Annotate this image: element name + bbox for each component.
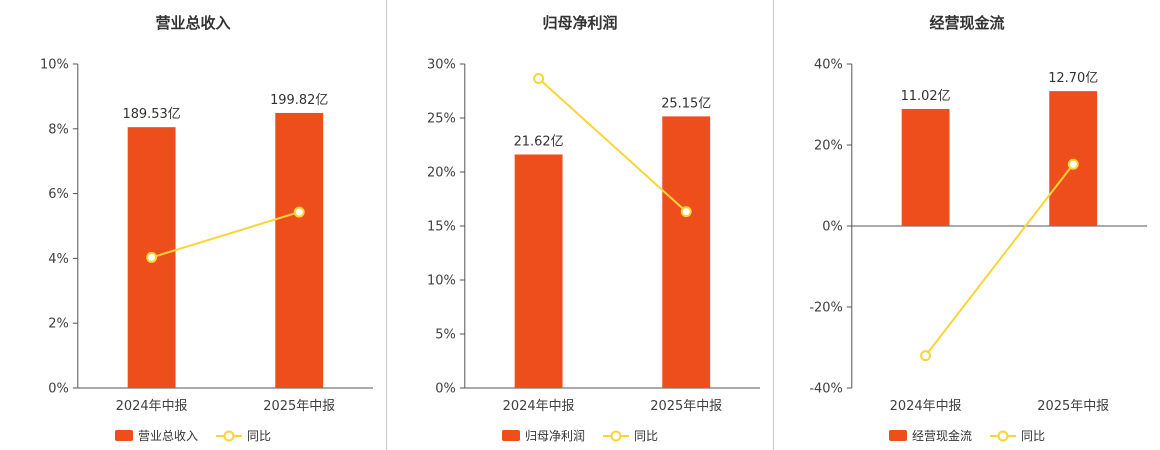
y-tick-label: 5% [435,327,456,342]
yoy-line-marker[interactable] [293,206,305,218]
yoy-line-marker[interactable] [680,206,692,218]
chart-title-cashflow: 经营现金流 [929,14,1005,32]
chart-title-revenue: 营业总收入 [155,14,231,32]
bar-value-label: 189.53亿 [122,107,180,122]
chart-plot-cashflow: -40% -20% 0% 20% 40% 11.02亿 2024年中报 12.70亿 2025年… [809,57,1148,414]
legend-line-label: 同比 [1021,429,1046,443]
legend-item-bar-series[interactable]: 归母净利润 [501,427,585,444]
bar-series-swatch-icon [114,430,133,441]
bar-2025年中报[interactable] [1049,91,1098,226]
y-tick-label: 8% [48,122,69,137]
y-tick-label: 20% [814,138,843,153]
legend-bar-label: 归母净利润 [524,429,585,443]
line-series-swatch-icon [216,430,242,441]
x-category-label: 2025年中报 [263,399,335,414]
chart-legend-net-profit: 归母净利润 同比 [387,427,773,444]
y-tick-label: 30% [427,57,456,72]
legend-line-label: 同比 [247,429,272,443]
y-tick-label: 40% [814,57,843,72]
y-tick-label: 4% [48,252,69,267]
bar-value-label: 199.82亿 [270,93,328,108]
legend-item-bar-series[interactable]: 营业总收入 [114,427,198,444]
y-tick-label: 15% [427,219,456,234]
yoy-line [151,211,300,259]
x-category-label: 2025年中报 [650,399,722,414]
bar-2025年中报[interactable] [662,116,711,388]
yoy-line-marker[interactable] [1067,158,1079,170]
bar-value-label: 21.62亿 [514,134,564,149]
chart-title-net-profit: 归母净利润 [542,14,618,32]
bar-value-label: 11.02亿 [901,89,951,104]
chart-panel-revenue: 营业总收入 0% 2% 4% 6% 8% 10% 189.53亿 2024年中报 199.82亿… [0,0,386,450]
legend-item-line-series[interactable]: 同比 [603,427,658,444]
y-tick-label: 0% [48,381,69,396]
y-tick-label: 6% [48,187,69,202]
y-tick-label: -40% [809,381,842,396]
y-tick-label: -20% [809,300,842,315]
x-category-label: 2024年中报 [890,399,962,414]
line-series-swatch-icon [603,430,629,441]
yoy-line-marker[interactable] [920,350,932,362]
legend-item-line-series[interactable]: 同比 [216,427,271,444]
y-tick-label: 10% [427,273,456,288]
yoy-line-marker[interactable] [533,72,545,84]
y-tick-label: 20% [427,165,456,180]
bar-series-swatch-icon [501,430,520,441]
bar-value-label: 12.70亿 [1048,71,1098,86]
chart-legend-cashflow: 经营现金流 同比 [774,427,1160,444]
legend-item-bar-series[interactable]: 经营现金流 [888,427,972,444]
bar-2024年中报[interactable] [901,108,950,226]
yoy-line [924,163,1075,357]
bar-2025年中报[interactable] [275,112,324,388]
chart-panel-cashflow: 经营现金流 -40% -20% 0% 20% 40% 11.02亿 2024年中报 12.70… [773,0,1160,450]
legend-bar-label: 经营现金流 [911,429,972,443]
yoy-line [537,77,687,213]
y-tick-label: 2% [48,317,69,332]
chart-legend-revenue: 营业总收入 同比 [0,427,386,444]
x-category-label: 2024年中报 [116,399,188,414]
legend-item-line-series[interactable]: 同比 [990,427,1045,444]
x-category-label: 2025年中报 [1037,399,1109,414]
yoy-line-marker[interactable] [146,251,158,263]
y-tick-label: 10% [40,57,69,72]
y-tick-label: 0% [435,381,456,396]
bar-2024年中报[interactable] [514,154,563,388]
bar-series-swatch-icon [888,430,907,441]
legend-line-label: 同比 [634,429,659,443]
chart-plot-revenue: 0% 2% 4% 6% 8% 10% 189.53亿 2024年中报 199.82亿 2025年中… [40,57,374,414]
chart-panel-net-profit: 归母净利润 0% 5% 10% 15% 20% 25% 30% 21.62亿 2024年中报 25… [386,0,773,450]
y-tick-label: 0% [822,219,843,234]
x-category-label: 2024年中报 [503,399,575,414]
y-tick-label: 25% [427,111,456,126]
legend-bar-label: 营业总收入 [137,429,198,443]
bar-value-label: 25.15亿 [661,96,711,111]
chart-plot-net-profit: 0% 5% 10% 15% 20% 25% 30% 21.62亿 2024年中报 25.15亿 20… [427,57,761,414]
line-series-swatch-icon [990,430,1016,441]
